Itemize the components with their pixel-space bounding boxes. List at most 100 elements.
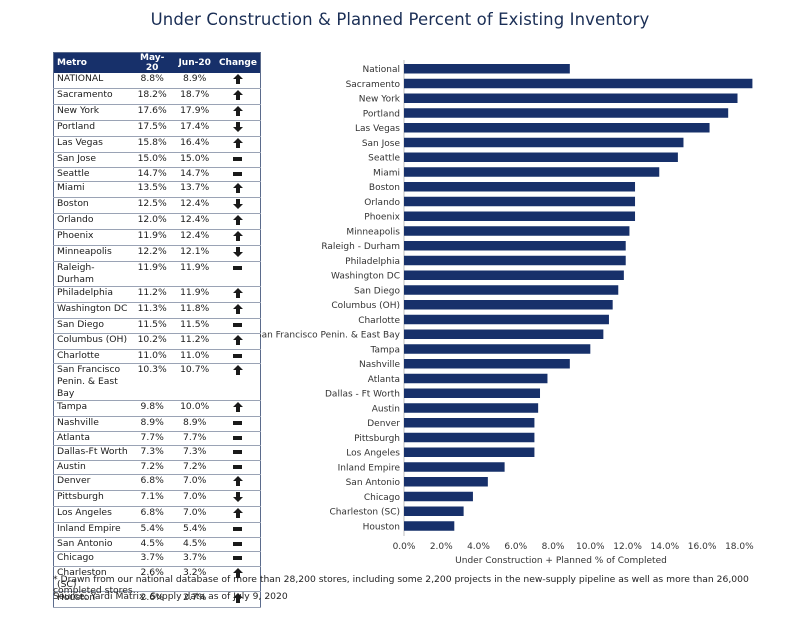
x-tick-label: 16.0% (688, 542, 717, 552)
bar (404, 462, 505, 472)
jun-value: 12.4% (173, 213, 216, 230)
x-tick-label: 6.0% (504, 542, 527, 552)
jun-value: 17.9% (173, 104, 216, 121)
jun-value: 4.5% (173, 537, 216, 552)
bar (404, 388, 541, 398)
change-cell (215, 522, 261, 538)
category-label: Sacramento (346, 80, 401, 90)
table-row: Los Angeles 6.8% 7.0% (53, 506, 261, 523)
bar (404, 506, 464, 516)
may-value: 6.8% (130, 506, 174, 523)
flat-icon (233, 541, 243, 546)
change-cell (215, 167, 261, 182)
may-value: 17.5% (130, 120, 174, 137)
jun-value: 11.5% (173, 318, 216, 334)
table-row: Inland Empire 5.4% 5.4% (53, 522, 261, 538)
category-label: Philadelphia (345, 257, 400, 267)
may-value: 11.9% (130, 261, 174, 287)
category-label: San Francisco Penin. & East Bay (260, 331, 401, 341)
category-label: Seattle (368, 154, 400, 164)
may-value: 11.0% (130, 349, 174, 364)
category-label: Chicago (364, 493, 401, 503)
metro-name: Raleigh-Durham (53, 261, 131, 287)
metro-name: San Francisco Penin. & East Bay (53, 363, 131, 401)
arrow-up-icon (232, 183, 243, 193)
category-label: Miami (373, 168, 400, 178)
change-cell (215, 261, 261, 287)
change-cell (215, 490, 261, 507)
metro-name: Washington DC (53, 302, 131, 319)
jun-value: 12.4% (173, 197, 216, 214)
table-row: Tampa 9.8% 10.0% (53, 400, 261, 417)
metro-name: Dallas-Ft Worth (53, 445, 131, 461)
category-label: Nashville (359, 360, 400, 370)
bar (404, 373, 548, 384)
metro-name: Miami (53, 181, 131, 198)
metro-name: Pittsburgh (53, 490, 131, 507)
table-row: San Francisco Penin. & East Bay 10.3% 10.7… (53, 363, 261, 401)
may-value: 18.2% (130, 88, 174, 105)
table-row: New York 17.6% 17.9% (53, 104, 261, 121)
metro-name: Tampa (53, 400, 131, 417)
table-row: Minneapolis 12.2% 12.1% (53, 245, 261, 262)
table-row: Houston 2.6% 2.7% (53, 591, 261, 608)
may-value: 7.1% (130, 490, 174, 507)
metro-name: Phoenix (53, 229, 131, 246)
table-row: Miami 13.5% 13.7% (53, 181, 261, 198)
category-label: Las Vegas (355, 124, 400, 134)
table-row: Boston 12.5% 12.4% (53, 197, 261, 214)
bar (404, 432, 535, 443)
category-label: Boston (369, 183, 400, 193)
x-tick-label: 18.0% (725, 542, 754, 552)
jun-value: 8.9% (173, 73, 216, 89)
category-label: Inland Empire (338, 463, 401, 473)
may-value: 7.3% (130, 445, 174, 461)
may-value: 7.7% (130, 431, 174, 446)
jun-value: 15.0% (173, 152, 216, 168)
may-value: 9.8% (130, 400, 174, 417)
may-value: 15.8% (130, 136, 174, 153)
metro-name: Boston (53, 197, 131, 214)
metro-name: Inland Empire (53, 522, 131, 538)
source-note: Source: Yardi Matrix. Supply data as of … (53, 591, 288, 602)
category-label: Charlotte (358, 316, 400, 326)
bar (404, 241, 626, 251)
flat-icon (233, 450, 243, 454)
jun-value: 14.7% (173, 167, 216, 182)
jun-value: 3.7% (173, 551, 216, 567)
metro-name: Charlotte (53, 349, 131, 364)
category-label: Orlando (364, 198, 400, 208)
may-value: 11.9% (130, 229, 174, 246)
change-cell (215, 88, 261, 105)
metro-name: Austin (53, 460, 131, 475)
table-row: Orlando 12.0% 12.4% (53, 213, 261, 230)
category-label: Raleigh - Durham (321, 242, 400, 252)
change-cell (215, 431, 261, 446)
may-value: 6.8% (130, 474, 174, 491)
table-row: Dallas-Ft Worth 7.3% 7.3% (53, 445, 261, 461)
arrow-up-icon (232, 74, 243, 84)
metro-name: Seattle (53, 167, 131, 182)
flat-icon (233, 157, 243, 161)
flat-icon (233, 323, 243, 327)
flat-icon (233, 527, 243, 531)
x-tick-label: 14.0% (651, 542, 680, 552)
flat-icon (233, 464, 243, 469)
change-cell (215, 445, 261, 461)
header-metro: Metro (53, 52, 131, 73)
may-value: 8.9% (130, 416, 174, 432)
jun-value: 7.0% (173, 490, 216, 507)
category-label: Pittsburgh (354, 434, 400, 444)
category-label: Minneapolis (346, 227, 400, 237)
arrow-up-icon (232, 476, 243, 486)
chart-title: Under Construction & Planned Percent of … (150, 10, 650, 29)
metro-table-container: Metro May-20 Jun-20 Change NATIONAL 8.8% 8… (53, 52, 261, 608)
metro-name: Los Angeles (53, 506, 131, 523)
category-label: Columbus (OH) (331, 301, 400, 311)
bar (404, 314, 609, 325)
bar (404, 78, 753, 89)
arrow-up-icon (232, 508, 243, 518)
table-row: Washington DC 11.3% 11.8% (53, 302, 261, 319)
bar (404, 137, 684, 148)
change-cell (215, 197, 261, 214)
